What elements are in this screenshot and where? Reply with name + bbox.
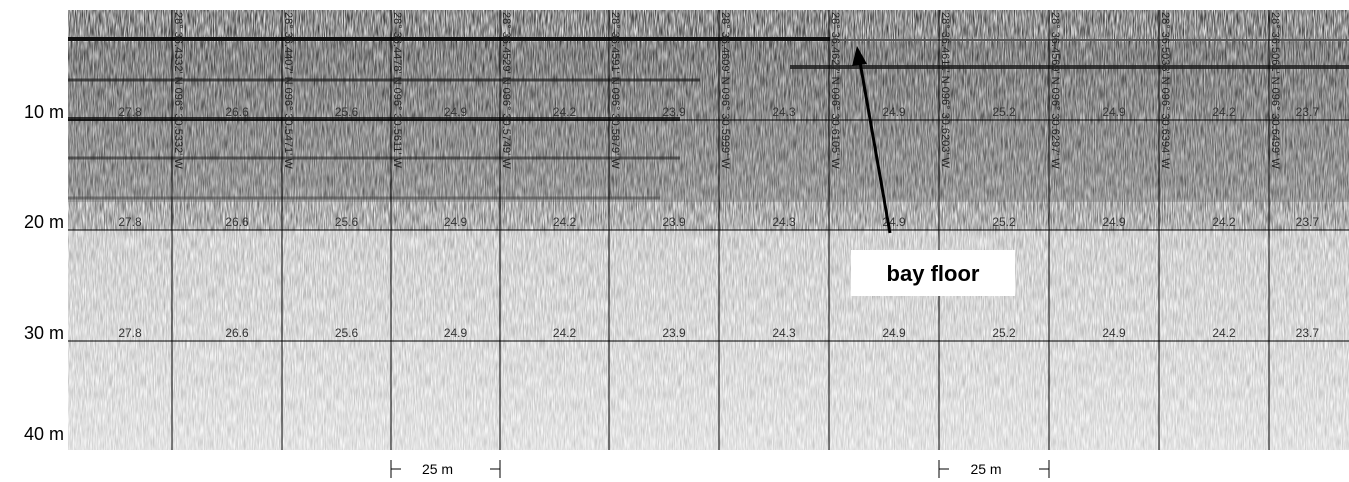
grid-value: 24.9 (1102, 105, 1126, 119)
grid-value: 23.7 (1296, 105, 1320, 119)
position-label: 28° 36.4609' N 096° 30.5999' W (719, 12, 731, 169)
grid-value: 25.2 (992, 326, 1016, 340)
grid-value: 24.2 (553, 326, 577, 340)
grid-value: 27.8 (118, 105, 142, 119)
grid-value: 25.6 (335, 215, 359, 229)
grid-value: 24.2 (553, 215, 577, 229)
grid-value: 26.6 (225, 215, 249, 229)
grid-value: 24.9 (444, 105, 468, 119)
grid-value: 24.9 (882, 105, 906, 119)
grid-value: 25.6 (335, 105, 359, 119)
grid-value: 27.8 (118, 326, 142, 340)
position-label: 28° 36.4332' N 096° 30.5332' W (172, 12, 184, 169)
position-label: 28° 36.5033' N 096° 30.6394' W (1159, 12, 1171, 169)
depth-label: 20 m (24, 212, 64, 232)
annotation-box (851, 250, 1015, 296)
depth-label: 40 m (24, 424, 64, 444)
grid-value: 24.3 (772, 105, 796, 119)
grid-value: 23.9 (662, 105, 686, 119)
grid-value: 26.6 (225, 105, 249, 119)
grid-value: 25.2 (992, 105, 1016, 119)
grid-value: 23.7 (1296, 326, 1320, 340)
grid-value: 24.2 (1212, 215, 1236, 229)
scale-label: 25 m (970, 461, 1001, 477)
grid-value: 23.7 (1296, 215, 1320, 229)
grid-value: 25.2 (992, 215, 1016, 229)
grid-value: 24.9 (444, 326, 468, 340)
grid-value: 24.2 (553, 105, 577, 119)
grid-value: 24.9 (444, 215, 468, 229)
grid-value: 23.9 (662, 215, 686, 229)
annotation: bay floor (887, 261, 980, 286)
grid-value: 24.3 (772, 215, 796, 229)
position-label: 28° 36.4611' N 096° 30.6203' W (939, 12, 951, 169)
depth-label: 10 m (24, 102, 64, 122)
position-label: 28° 36.4529' N 096° 30.5749' W (500, 12, 512, 169)
depth-label: 30 m (24, 323, 64, 343)
grid: 10 m 20 m 30 m 40 m 28° 36.4332' N 096° 30.5… (24, 10, 1349, 478)
position-label: 28° 36.4627' N 096° 30.6105' W (829, 12, 841, 169)
position-label: 28° 36.4569' N 096° 30.6297' W (1049, 12, 1061, 169)
grid-value: 24.9 (1102, 326, 1126, 340)
grid-value: 24.9 (882, 326, 906, 340)
position-label: 28° 36.4591' N 096° 30.5879' W (609, 12, 621, 169)
position-label: 28° 36.4407' N 096° 30.5471' W (282, 12, 294, 169)
scale-label: 25 m (422, 461, 453, 477)
grid-value: 24.3 (772, 326, 796, 340)
position-label: 28° 36.4478' N 096° 30.5611' W (391, 12, 403, 169)
grid-value: 24.2 (1212, 105, 1236, 119)
grid-value: 25.6 (335, 326, 359, 340)
position-label: 28° 36.5061' N 096° 30.6499' W (1269, 12, 1281, 169)
grid-value: 24.2 (1212, 326, 1236, 340)
grid-value: 26.6 (225, 326, 249, 340)
grid-value: 23.9 (662, 326, 686, 340)
grid-value: 27.8 (118, 215, 142, 229)
arrow (852, 46, 892, 234)
grid-value: 24.9 (1102, 215, 1126, 229)
